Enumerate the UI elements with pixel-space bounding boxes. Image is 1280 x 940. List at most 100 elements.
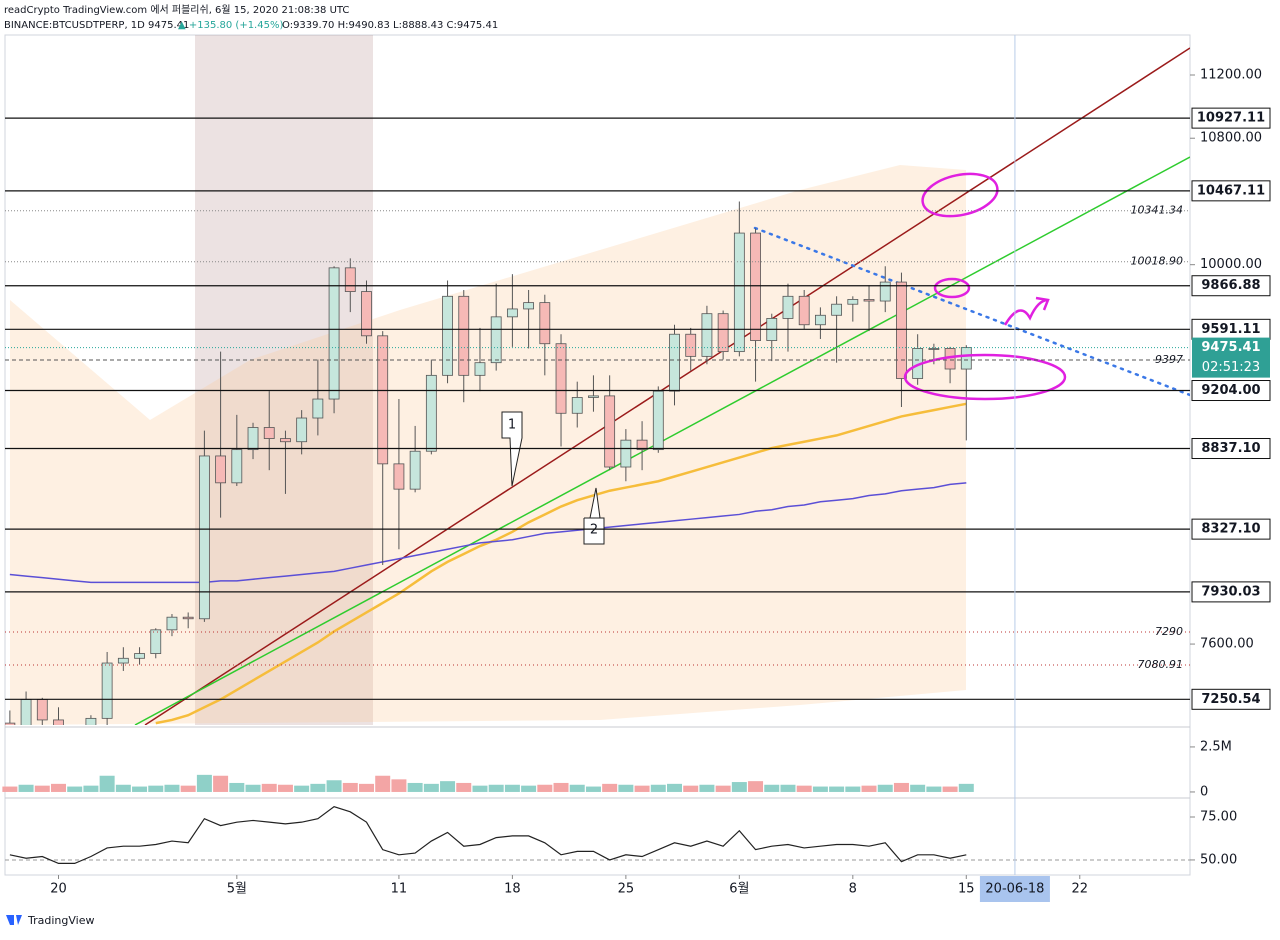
volume-bar xyxy=(440,781,456,792)
candle-body xyxy=(328,267,340,400)
candle-body xyxy=(896,281,907,379)
volume-bar xyxy=(50,783,66,792)
side-note: 7080.91 xyxy=(1138,658,1184,671)
y-tick-label: 7600.00 xyxy=(1200,637,1254,652)
volume-bar xyxy=(748,781,764,792)
level-label: 9866.88 xyxy=(1201,278,1260,293)
x-tick-label: 20 xyxy=(50,882,67,897)
candle-body xyxy=(312,398,324,419)
candle-body xyxy=(5,722,16,725)
volume-bar xyxy=(780,784,796,792)
x-tick-label: 5월 xyxy=(227,882,247,897)
candle-body xyxy=(636,439,648,451)
volume-bar xyxy=(521,785,537,792)
volume-bar xyxy=(683,785,699,792)
x-tick-label: 6월 xyxy=(729,882,749,897)
candle-body xyxy=(263,427,275,439)
crosshair-box xyxy=(979,876,1050,902)
volume-bar xyxy=(277,784,293,792)
candle-body xyxy=(458,295,470,376)
level-label: 8327.10 xyxy=(1201,522,1260,537)
candle-body xyxy=(685,333,697,357)
volume-bar xyxy=(877,784,893,792)
x-tick-label: 15 xyxy=(958,882,975,897)
callout-label: 1 xyxy=(508,418,516,433)
trendline xyxy=(144,47,1190,725)
volume-bar xyxy=(910,784,926,792)
volume-bar xyxy=(407,782,423,792)
moving-average xyxy=(9,482,967,584)
x-tick-label: 18 xyxy=(504,882,521,897)
brand: TradingView xyxy=(27,914,94,927)
candle-body xyxy=(879,281,891,302)
candle-body xyxy=(409,450,421,490)
candle-body xyxy=(555,343,567,414)
volume-bar xyxy=(829,786,845,792)
brand-logo xyxy=(6,915,22,925)
candle-body xyxy=(928,348,940,350)
candle-body xyxy=(361,291,372,337)
main-layer: 12 xyxy=(5,47,1190,725)
candle-body xyxy=(20,698,32,725)
candle-body xyxy=(280,438,291,443)
volume-bar xyxy=(456,782,472,792)
y-tick-label: 10800.00 xyxy=(1200,131,1262,146)
volume-bar xyxy=(423,783,439,792)
level-label: 10927.11 xyxy=(1197,111,1265,126)
y-tick-label: 10000.00 xyxy=(1200,257,1262,272)
candle-body xyxy=(652,390,664,451)
countdown: 02:51:23 xyxy=(1202,360,1260,375)
volume-bar xyxy=(229,782,245,792)
candle-body xyxy=(669,333,680,392)
candle-body xyxy=(847,299,859,305)
volume-bar xyxy=(164,784,180,792)
candle-body xyxy=(604,395,616,468)
level-label: 7250.54 xyxy=(1201,692,1260,707)
volume-bar xyxy=(845,786,861,792)
volume-bar xyxy=(99,775,115,792)
y-tick-label: 11200.00 xyxy=(1200,67,1262,82)
volume-bar xyxy=(342,782,358,792)
level-label-box xyxy=(1191,275,1271,297)
header-symbol: BINANCE:BTCUSDTPERP, 1D 9475.41 xyxy=(4,20,189,31)
level-label-box xyxy=(1191,107,1271,129)
volume-bar xyxy=(667,783,683,792)
volume-bar xyxy=(602,783,618,792)
dotted-level-label: 10341.34 xyxy=(1131,204,1184,217)
volume-bar xyxy=(261,783,277,792)
candle-body xyxy=(215,455,227,484)
callout-label: 2 xyxy=(590,523,598,538)
level-label-box xyxy=(1191,380,1271,402)
volume-bar xyxy=(796,785,812,792)
candle-body xyxy=(182,616,194,620)
volume-bar xyxy=(942,786,958,792)
volume-bar xyxy=(699,784,715,792)
candle-body xyxy=(296,417,308,443)
volume-bar xyxy=(310,783,326,792)
volume-tick-label: 0 xyxy=(1200,784,1208,799)
volume-bar xyxy=(893,782,909,792)
candle-body xyxy=(101,662,113,719)
side-note: 7290 xyxy=(1155,625,1183,638)
candle-body xyxy=(490,316,502,364)
volume-bar xyxy=(569,784,585,792)
candle-body xyxy=(344,267,356,292)
candle-body xyxy=(506,308,518,318)
level-label-box xyxy=(1191,180,1271,202)
last-price-label: 9475.41 xyxy=(1201,340,1260,355)
last-price-box xyxy=(1192,337,1270,378)
candle-body xyxy=(117,657,129,664)
volume-bar xyxy=(18,784,34,792)
level-label: 10467.11 xyxy=(1197,183,1265,198)
plot-frame xyxy=(4,34,1191,876)
volume-bar xyxy=(731,782,747,792)
candle-body xyxy=(377,335,389,465)
level-label: 7930.03 xyxy=(1201,584,1260,599)
marker-ellipse xyxy=(903,353,1067,401)
header-title: readCrypto TradingView.com 에서 퍼블리쉬, 6월 1… xyxy=(4,4,349,16)
candle-body xyxy=(523,302,535,310)
volume-bar xyxy=(472,785,488,792)
candle-body xyxy=(717,313,729,353)
